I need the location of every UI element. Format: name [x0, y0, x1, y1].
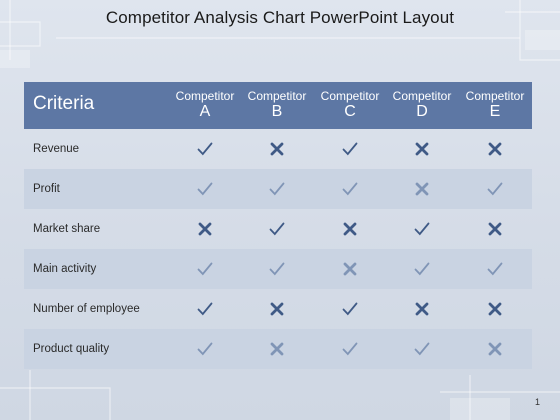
table-header: Criteria Competitor A Competitor B Compe…: [24, 82, 532, 129]
row-label: Revenue: [33, 143, 80, 155]
check-icon: [313, 289, 387, 329]
check-icon: [458, 249, 532, 289]
column-header-word: Competitor: [247, 89, 307, 103]
cross-icon: [168, 209, 242, 249]
check-icon: [240, 249, 314, 289]
comparison-table: Criteria Competitor A Competitor B Compe…: [24, 82, 532, 369]
table-row-revenue: Revenue: [24, 129, 532, 169]
row-label: Main activity: [33, 263, 97, 275]
table-row-market-share: Market share: [24, 209, 532, 249]
check-icon: [168, 169, 242, 209]
row-label: Profit: [33, 183, 60, 195]
check-icon: [385, 249, 459, 289]
column-header-competitor-a: Competitor A: [168, 89, 242, 121]
column-header-competitor-e: Competitor E: [458, 89, 532, 121]
row-label: Number of employee: [33, 303, 140, 315]
column-header-competitor-b: Competitor B: [240, 89, 314, 121]
column-header-word: Competitor: [392, 89, 452, 103]
check-icon: [168, 289, 242, 329]
cross-icon: [313, 209, 387, 249]
check-icon: [168, 249, 242, 289]
table-row-profit: Profit: [24, 169, 532, 209]
cross-icon: [385, 289, 459, 329]
check-icon: [385, 329, 459, 369]
table-row-main-activity: Main activity: [24, 249, 532, 289]
check-icon: [313, 129, 387, 169]
check-icon: [458, 169, 532, 209]
check-icon: [313, 329, 387, 369]
cross-icon: [313, 249, 387, 289]
cross-icon: [240, 329, 314, 369]
check-icon: [385, 209, 459, 249]
cross-icon: [458, 329, 532, 369]
cross-icon: [385, 169, 459, 209]
slide-title: Competitor Analysis Chart PowerPoint Lay…: [105, 8, 455, 27]
row-label: Product quality: [33, 343, 110, 355]
check-icon: [313, 169, 387, 209]
check-icon: [168, 329, 242, 369]
cross-icon: [458, 129, 532, 169]
check-icon: [168, 129, 242, 169]
check-icon: [240, 169, 314, 209]
row-label: Market share: [33, 223, 101, 235]
column-header-letter: A: [199, 103, 211, 120]
table-row-product-quality: Product quality: [24, 329, 532, 369]
cross-icon: [458, 209, 532, 249]
column-header-competitor-d: Competitor D: [385, 89, 459, 121]
column-header-letter: E: [489, 103, 501, 120]
cross-icon: [240, 289, 314, 329]
column-header-competitor-c: Competitor C: [313, 89, 387, 121]
criteria-header: Criteria: [33, 93, 95, 114]
column-header-letter: B: [271, 103, 283, 120]
cross-icon: [240, 129, 314, 169]
column-header-letter: C: [344, 103, 356, 120]
column-header-word: Competitor: [175, 89, 235, 103]
table-row-number-of-employee: Number of employee: [24, 289, 532, 329]
check-icon: [240, 209, 314, 249]
cross-icon: [385, 129, 459, 169]
column-header-word: Competitor: [320, 89, 380, 103]
page-number: 1: [534, 397, 540, 407]
column-header-letter: D: [416, 103, 428, 120]
cross-icon: [458, 289, 532, 329]
column-header-word: Competitor: [465, 89, 525, 103]
